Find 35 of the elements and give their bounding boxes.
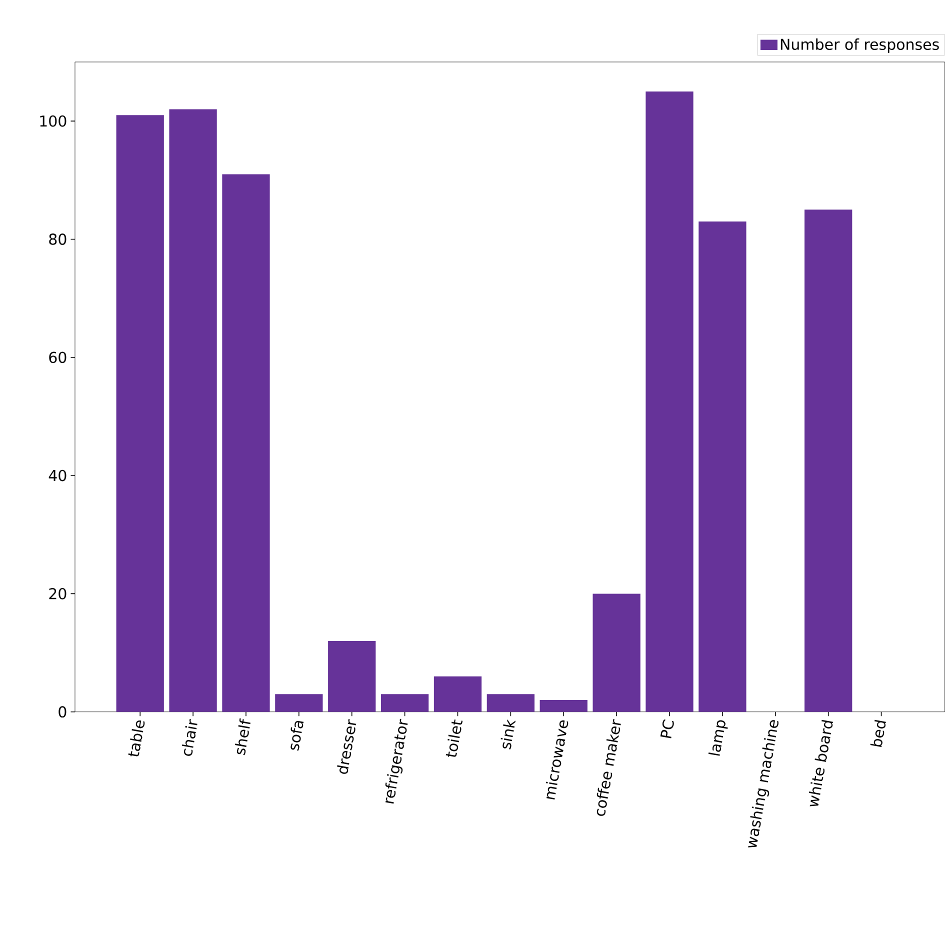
- x-tick-label: refrigerator: [385, 718, 408, 804]
- bar: [169, 109, 217, 712]
- bar: [275, 694, 323, 712]
- y-tick-label: 100: [40, 115, 66, 127]
- legend-label: Number of responses: [780, 38, 939, 54]
- bar: [698, 222, 746, 712]
- x-tick-label: PC: [660, 720, 674, 738]
- bar: [380, 694, 429, 712]
- x-tick-label: lamp: [708, 720, 728, 756]
- y-tick-label: 60: [49, 352, 66, 364]
- x-tick-label: white board: [808, 720, 834, 806]
- x-tick-label: bed: [870, 720, 886, 748]
- x-tick-label: coffee maker: [596, 719, 621, 816]
- x-tick-label: table: [128, 720, 145, 756]
- x-tick-label: shelf: [235, 718, 250, 756]
- bar: [222, 174, 270, 712]
- y-tick-label: 80: [49, 234, 66, 245]
- x-tick-label: sink: [500, 719, 516, 750]
- bar: [540, 700, 588, 712]
- x-tick-label: dresser: [337, 719, 356, 774]
- bar: [804, 210, 852, 712]
- x-tick-label: toilet: [446, 720, 463, 757]
- bar: [646, 92, 694, 712]
- x-tick-label: washing machine: [748, 720, 778, 848]
- bar: [116, 115, 164, 712]
- y-tick-label: 20: [49, 588, 66, 600]
- y-tick-label: 40: [48, 470, 66, 482]
- x-tick-label: sofa: [290, 721, 304, 751]
- bar: [592, 594, 640, 712]
- x-tick-label: chair: [182, 719, 198, 756]
- bar: [434, 676, 482, 712]
- bar: [328, 641, 376, 712]
- y-tick-label: 0: [58, 706, 66, 718]
- bar: [486, 694, 535, 712]
- x-tick-label: microwave: [546, 720, 568, 800]
